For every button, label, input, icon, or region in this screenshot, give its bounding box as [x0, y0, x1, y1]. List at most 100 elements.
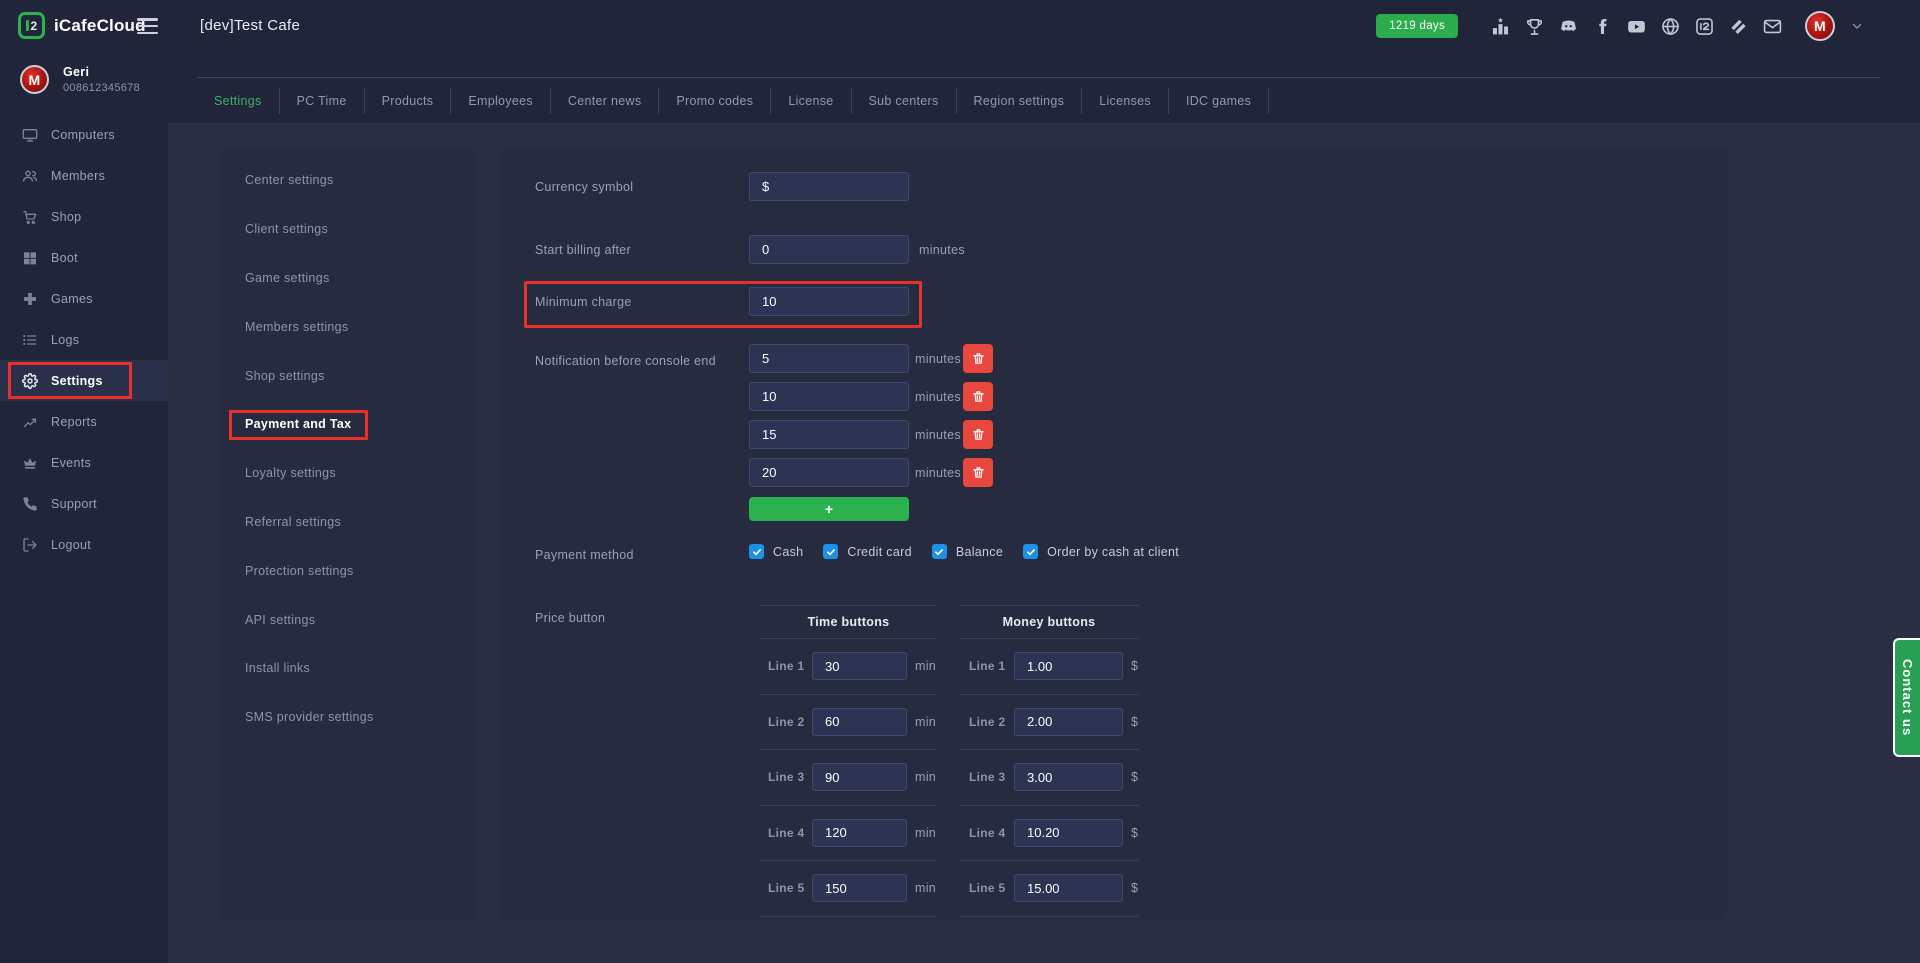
tab-separator	[770, 87, 772, 114]
notification-minutes-input[interactable]	[749, 344, 909, 373]
tab-employees[interactable]: Employees	[451, 94, 550, 108]
layers-icon[interactable]	[1729, 17, 1748, 36]
payment-option-balance[interactable]: Balance	[931, 544, 1003, 559]
payment-option-cash[interactable]: Cash	[749, 544, 803, 559]
sidebar-avatar[interactable]: M	[20, 65, 49, 94]
payment-option-credit-card[interactable]: Credit card	[823, 544, 912, 559]
payment-option-order-by-cash-at-client[interactable]: Order by cash at client	[1023, 544, 1179, 559]
sidebar-item-logout[interactable]: Logout	[0, 524, 168, 565]
checkbox[interactable]	[823, 544, 839, 559]
add-notification-button[interactable]: +	[749, 497, 909, 521]
delete-notification-button[interactable]	[963, 458, 993, 487]
tab-license[interactable]: License	[771, 94, 850, 108]
settings-nav-install-links[interactable]: Install links	[220, 644, 476, 693]
notification-label: Notification before console end	[535, 354, 716, 368]
sidebar-item-support[interactable]: Support	[0, 483, 168, 524]
currency-symbol-input[interactable]	[749, 172, 909, 201]
tab-licenses[interactable]: Licenses	[1082, 94, 1168, 108]
checkbox[interactable]	[1023, 544, 1039, 559]
sidebar-item-events[interactable]: Events	[0, 442, 168, 483]
start-billing-input[interactable]	[749, 235, 909, 264]
tab-label: Licenses	[1099, 93, 1151, 108]
sidebar-item-boot[interactable]: Boot	[0, 237, 168, 278]
sidebar-item-games[interactable]: Games	[0, 278, 168, 319]
sidebar-item-shop[interactable]: Shop	[0, 196, 168, 237]
days-remaining-badge[interactable]: 1219 days	[1376, 14, 1458, 38]
settings-nav-client-settings[interactable]: Client settings	[220, 205, 476, 254]
delete-notification-button[interactable]	[963, 420, 993, 449]
mail-icon[interactable]	[1763, 17, 1782, 36]
user-avatar[interactable]: M	[1805, 11, 1835, 41]
tab-sub-centers[interactable]: Sub centers	[852, 94, 956, 108]
settings-nav-loyalty-settings[interactable]: Loyalty settings	[220, 449, 476, 498]
notification-minutes-input[interactable]	[749, 458, 909, 487]
chevron-down-icon[interactable]	[1850, 19, 1864, 33]
money-suffix: $	[1131, 881, 1139, 896]
tab-label: License	[788, 93, 834, 108]
youtube-icon[interactable]	[1627, 17, 1646, 36]
time-button-input[interactable]	[812, 763, 907, 792]
money-button-row: Line 2 $	[959, 695, 1139, 750]
sidebar-item-logs[interactable]: Logs	[0, 319, 168, 360]
sidebar-item-settings[interactable]: Settings	[0, 360, 168, 401]
tab-label: Products	[381, 93, 434, 108]
time-button-input[interactable]	[812, 874, 907, 903]
notification-suffix: minutes	[915, 389, 961, 404]
sidebar-nav: Computers Members Shop Boot	[0, 114, 168, 565]
icafe-icon[interactable]	[1695, 17, 1714, 36]
trash-icon	[972, 352, 985, 365]
hamburger-menu-icon[interactable]	[137, 18, 158, 34]
notification-suffix: minutes	[915, 465, 961, 480]
tab-label: Center news	[567, 93, 642, 108]
trophy-icon[interactable]	[1525, 17, 1544, 36]
discord-icon[interactable]	[1559, 17, 1578, 36]
chart-icon	[22, 414, 38, 430]
time-button-input[interactable]	[812, 707, 907, 736]
settings-nav-api-settings[interactable]: API settings	[220, 595, 476, 644]
tab-settings[interactable]: Settings	[197, 94, 279, 108]
line-label: Line 2	[969, 714, 1006, 729]
settings-nav-members-settings[interactable]: Members settings	[220, 302, 476, 351]
icafecloud-logo[interactable]: 2 iCafeCloud	[18, 12, 146, 39]
facebook-icon[interactable]	[1593, 17, 1612, 36]
checkbox[interactable]	[931, 544, 947, 559]
globe-icon[interactable]	[1661, 17, 1680, 36]
time-button-input[interactable]	[812, 818, 907, 847]
tab-center-news[interactable]: Center news	[551, 94, 658, 108]
settings-nav-label: Client settings	[245, 222, 329, 237]
contact-us-button[interactable]: Contact us	[1893, 638, 1920, 757]
settings-nav-sms-provider-settings[interactable]: SMS provider settings	[220, 693, 476, 742]
settings-nav-game-settings[interactable]: Game settings	[220, 254, 476, 303]
money-button-input[interactable]	[1014, 763, 1123, 792]
notification-minutes-input[interactable]	[749, 382, 909, 411]
tab-products[interactable]: Products	[365, 94, 451, 108]
tab-idc-games[interactable]: IDC games	[1169, 94, 1268, 108]
delete-notification-button[interactable]	[963, 382, 993, 411]
sidebar-item-label: Computers	[51, 127, 115, 142]
line-label: Line 4	[768, 825, 805, 840]
minimum-charge-input[interactable]	[749, 287, 909, 316]
settings-nav-protection-settings[interactable]: Protection settings	[220, 546, 476, 595]
settings-nav-shop-settings[interactable]: Shop settings	[220, 351, 476, 400]
settings-nav-referral-settings[interactable]: Referral settings	[220, 498, 476, 547]
money-button-input[interactable]	[1014, 652, 1123, 681]
tab-pc-time[interactable]: PC Time	[280, 94, 364, 108]
tab-promo-codes[interactable]: Promo codes	[659, 94, 770, 108]
settings-nav-center-settings[interactable]: Center settings	[220, 156, 476, 205]
tab-label: Settings	[214, 93, 262, 108]
sidebar-item-reports[interactable]: Reports	[0, 401, 168, 442]
checkbox[interactable]	[749, 544, 764, 559]
tab-region-settings[interactable]: Region settings	[957, 94, 1082, 108]
time-button-input[interactable]	[812, 652, 907, 681]
money-button-input[interactable]	[1014, 874, 1123, 903]
ranking-icon[interactable]	[1491, 17, 1510, 36]
settings-nav-payment-and-tax[interactable]: Payment and Tax	[220, 400, 476, 449]
notification-minutes-input[interactable]	[749, 420, 909, 449]
money-button-input[interactable]	[1014, 818, 1123, 847]
sidebar-item-members[interactable]: Members	[0, 155, 168, 196]
delete-notification-button[interactable]	[963, 344, 993, 373]
sidebar-item-computers[interactable]: Computers	[0, 114, 168, 155]
money-button-input[interactable]	[1014, 707, 1123, 736]
start-billing-label: Start billing after	[535, 243, 632, 257]
settings-nav-label: Install links	[245, 661, 311, 676]
